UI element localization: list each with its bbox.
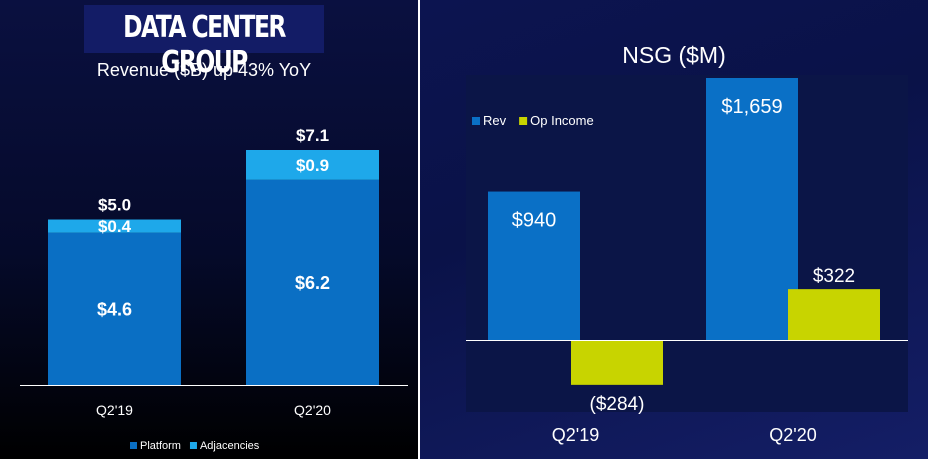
dcg-panel: DATA CENTER GROUP Revenue ($B) up 43% Yo… bbox=[0, 0, 418, 459]
bar-rev-q2-20 bbox=[706, 78, 798, 340]
bar-platform-q2-19 bbox=[48, 232, 181, 385]
bar-platform-q2-20 bbox=[246, 179, 379, 385]
data-label-rev-q2-20: $1,659 bbox=[721, 96, 782, 118]
data-label-rev-q2-19: $940 bbox=[512, 210, 557, 232]
dcg-subtitle: Revenue ($B) up 43% YoY bbox=[96, 60, 312, 80]
legend-swatch-op-income bbox=[519, 117, 528, 125]
legend-swatch-rev bbox=[472, 117, 480, 125]
legend-label-platform: Platform bbox=[140, 440, 181, 452]
nsg-chart: $940 ($284) Q2'19 $1,659 $322 Q2'20 Rev Op Inco… bbox=[466, 78, 908, 445]
data-label-platform-q2-20: $6.2 bbox=[295, 273, 330, 293]
legend-swatch-adjacencies bbox=[189, 442, 197, 449]
bar-adjacencies-q2-20 bbox=[246, 150, 379, 180]
x-tick-q2-19: Q2'19 bbox=[96, 402, 133, 418]
x-tick-q2-19: Q2'19 bbox=[552, 425, 599, 445]
bar-adjacencies-q2-19 bbox=[48, 219, 181, 233]
data-label-op-income-q2-19: ($284) bbox=[590, 394, 645, 415]
nsg-panel: NSG ($M) $940 ($284) Q2'19 $1,659 $322 Q2'20 R… bbox=[420, 0, 928, 459]
total-label-q2-20: $7.1 bbox=[296, 126, 329, 145]
legend-label-adjacencies: Adjacencies bbox=[200, 440, 260, 452]
total-label-q2-19: $5.0 bbox=[98, 196, 131, 215]
bar-op-income-q2-20 bbox=[788, 289, 880, 340]
panel-divider bbox=[418, 0, 420, 459]
x-tick-q2-20: Q2'20 bbox=[769, 425, 816, 445]
nsg-title: NSG ($M) bbox=[622, 42, 726, 68]
dcg-title: DATA CENTER GROUP bbox=[123, 10, 286, 80]
data-label-op-income-q2-20: $322 bbox=[813, 266, 855, 287]
dcg-revenue-chart: $4.6 $0.4 $5.0 Q2'19 $6.2 $0.9 $7.1 Q2'20 Platfo… bbox=[20, 126, 408, 452]
legend-swatch-platform bbox=[130, 442, 137, 449]
bar-rev-q2-19 bbox=[488, 191, 580, 340]
dcg-title-box bbox=[84, 5, 324, 53]
data-label-adjacencies-q2-20: $0.9 bbox=[296, 156, 329, 175]
data-label-platform-q2-19: $4.6 bbox=[97, 299, 132, 319]
bar-op-income-q2-19 bbox=[571, 340, 663, 385]
legend-label-rev: Rev bbox=[483, 113, 507, 128]
legend-label-op-income: Op Income bbox=[530, 113, 594, 128]
x-tick-q2-20: Q2'20 bbox=[294, 402, 331, 418]
data-label-adjacencies-q2-19: $0.4 bbox=[98, 217, 132, 236]
